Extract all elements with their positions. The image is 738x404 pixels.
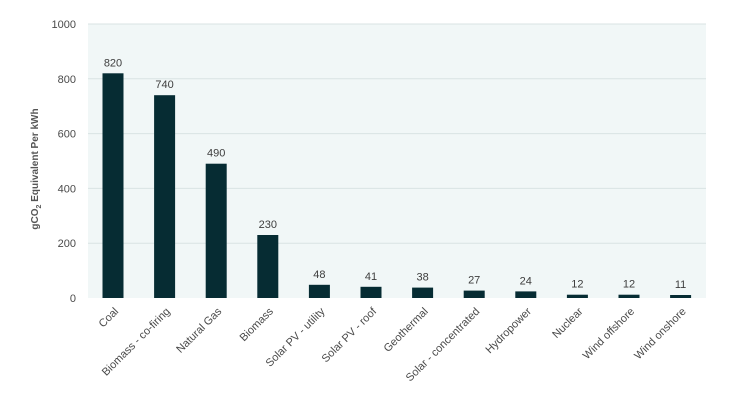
- plot-area: [88, 24, 706, 298]
- data-label-solar-concentrated: 27: [468, 275, 480, 287]
- bar-wind-onshore: [670, 295, 692, 298]
- x-tick-label-natural-gas: Natural Gas: [174, 305, 224, 355]
- x-tick-label-hydropower: Hydropower: [483, 305, 534, 356]
- y-tick-label-800: 800: [58, 74, 76, 86]
- data-label-biomass: 230: [259, 219, 277, 231]
- x-tick-label-wind-onshore: Wind onshore: [632, 306, 688, 362]
- bar-biomass-co-firing: [154, 95, 176, 298]
- x-tick-label-solar-pv-roof: Solar PV - roof: [320, 305, 380, 365]
- data-label-wind-onshore: 11: [675, 279, 686, 291]
- y-axis-title-suffix: Equivalent Per kWh: [30, 108, 41, 204]
- data-label-hydropower: 24: [520, 275, 532, 287]
- y-tick-label-0: 0: [70, 293, 76, 305]
- y-axis-title: gCO2 Equivalent Per kWh: [30, 108, 43, 229]
- bar-coal: [102, 73, 124, 298]
- x-tick-label-geothermal: Geothermal: [382, 306, 431, 355]
- bar-biomass: [257, 235, 279, 298]
- bar-solar-pv-roof: [360, 286, 382, 298]
- x-tick-label-coal: Coal: [97, 306, 121, 330]
- bars: [102, 73, 692, 298]
- data-label-solar-pv-roof: 41: [365, 271, 377, 283]
- data-label-solar-pv-utility: 48: [313, 269, 325, 281]
- data-label-coal: 820: [104, 57, 122, 69]
- data-label-biomass-co-firing: 740: [155, 79, 173, 91]
- y-tick-label-600: 600: [58, 129, 76, 141]
- bar-wind-offshore: [618, 294, 640, 298]
- bar-hydropower: [515, 291, 537, 298]
- y-tick-label-1000: 1000: [52, 19, 76, 31]
- bar-solar-pv-utility: [308, 284, 330, 298]
- grid-lines: [88, 23, 706, 244]
- y-tick-label-200: 200: [58, 238, 76, 250]
- y-axis-title-subscript: 2: [36, 204, 43, 208]
- bar-nuclear: [566, 294, 588, 298]
- y-axis-title-prefix: gCO: [30, 208, 41, 229]
- x-tick-label-wind-offshore: Wind offshore: [581, 306, 637, 362]
- data-label-nuclear: 12: [571, 279, 583, 291]
- bar-solar-concentrated: [463, 290, 485, 298]
- data-label-wind-offshore: 12: [623, 279, 635, 291]
- data-label-geothermal: 38: [416, 272, 428, 284]
- data-labels: 820 740 490 230 48 41 38 27 24 12 12 11: [104, 57, 686, 291]
- y-tick-label-400: 400: [58, 183, 76, 195]
- bar-natural-gas: [205, 163, 227, 298]
- y-axis-ticks: 0 200 400 600 800 1000: [52, 19, 76, 305]
- x-tick-label-biomass: Biomass: [238, 305, 277, 344]
- x-tick-label-nuclear: Nuclear: [550, 305, 586, 341]
- data-label-natural-gas: 490: [207, 148, 225, 160]
- bar-geothermal: [412, 287, 434, 298]
